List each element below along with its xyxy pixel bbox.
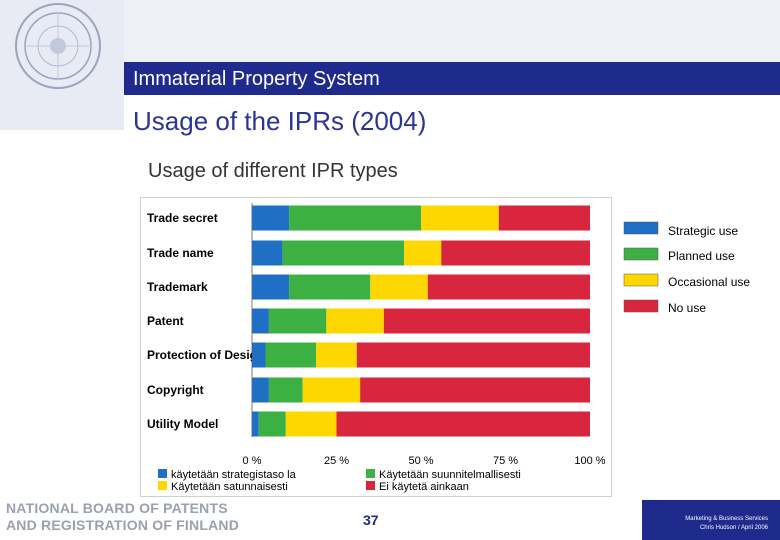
credit-panel	[642, 500, 780, 540]
bar-segment	[427, 274, 590, 300]
chart-subtitle: Usage of different IPR types	[148, 160, 398, 182]
title-bar	[124, 62, 780, 95]
bar-segment	[285, 411, 337, 437]
bar-segment	[252, 205, 290, 231]
logo-panel	[0, 0, 124, 130]
category-label: Copyright	[147, 383, 204, 397]
bar-segment	[289, 205, 421, 231]
bottom-legend-label: Ei käytetä ainkaan	[379, 481, 469, 493]
org-line-2: AND REGISTRATION OF FINLAND	[6, 517, 240, 533]
bar-segment	[302, 377, 361, 403]
legend-swatch	[623, 299, 659, 313]
page-number: 37	[363, 512, 379, 528]
legend-label: Strategic use	[668, 224, 738, 238]
legend-swatch	[623, 247, 659, 261]
bar-segment	[360, 377, 590, 403]
category-label: Trade name	[147, 246, 214, 260]
category-label: Protection of Design	[147, 348, 264, 362]
app-title: Immaterial Property System	[133, 68, 380, 90]
bar-segment	[441, 240, 590, 266]
bottom-legend-swatch	[366, 469, 375, 478]
bar-segment	[252, 342, 266, 368]
credit-text: Marketing & Business Services Chris Huds…	[685, 515, 768, 533]
bar-segment	[258, 411, 286, 437]
bottom-legend-swatch	[158, 469, 167, 478]
page-title: Usage of the IPRs (2004)	[133, 106, 427, 136]
legend-label: No use	[668, 301, 706, 315]
bar-segment	[265, 342, 317, 368]
category-label: Utility Model	[147, 417, 218, 431]
category-label: Patent	[147, 314, 184, 328]
x-tick-label: 100 %	[574, 455, 605, 467]
legend-swatch	[623, 221, 659, 235]
bottom-legend-swatch	[366, 481, 375, 490]
legend-swatch	[623, 273, 659, 287]
bar-segment	[326, 308, 384, 334]
bar-segment	[336, 411, 590, 437]
credit-line-1: Marketing & Business Services	[685, 516, 768, 522]
bar-segment	[404, 240, 442, 266]
category-label: Trade secret	[147, 211, 218, 225]
header-background	[124, 0, 780, 62]
x-tick-label: 25 %	[324, 455, 349, 467]
bar-segment	[289, 274, 371, 300]
category-label: Trademark	[147, 280, 208, 294]
bar-segment	[356, 342, 590, 368]
prh-seal-logo	[15, 3, 101, 89]
bottom-legend-label: käytetään strategistaso la	[171, 469, 297, 481]
organization-wordmark: NATIONAL BOARD OF PATENTS AND REGISTRATI…	[6, 500, 239, 534]
bar-segment	[282, 240, 405, 266]
bar-segment	[252, 377, 269, 403]
x-tick-label: 50 %	[408, 455, 433, 467]
credit-line-2: Chris Hudson / April 2006	[699, 525, 768, 531]
bar-segment	[498, 205, 590, 231]
legend-label: Planned use	[668, 249, 735, 263]
x-tick-label: 75 %	[493, 455, 518, 467]
org-line-1: NATIONAL BOARD OF PATENTS	[6, 500, 228, 516]
bar-segment	[252, 411, 259, 437]
x-tick-label: 0 %	[243, 455, 262, 467]
bar-segment	[383, 308, 590, 334]
bar-segment	[316, 342, 357, 368]
bar-segment	[252, 240, 283, 266]
bottom-legend-label: Käytetään satunnaisesti	[171, 481, 288, 493]
legend-label: Occasional use	[668, 275, 750, 289]
bar-segment	[370, 274, 428, 300]
bar-segment	[252, 308, 269, 334]
bottom-legend-label: Käytetään suunnitelmallisesti	[379, 469, 521, 481]
bar-segment	[421, 205, 499, 231]
bar-segment	[268, 308, 327, 334]
bar-segment	[268, 377, 303, 403]
bottom-legend-swatch	[158, 481, 167, 490]
bar-segment	[252, 274, 290, 300]
